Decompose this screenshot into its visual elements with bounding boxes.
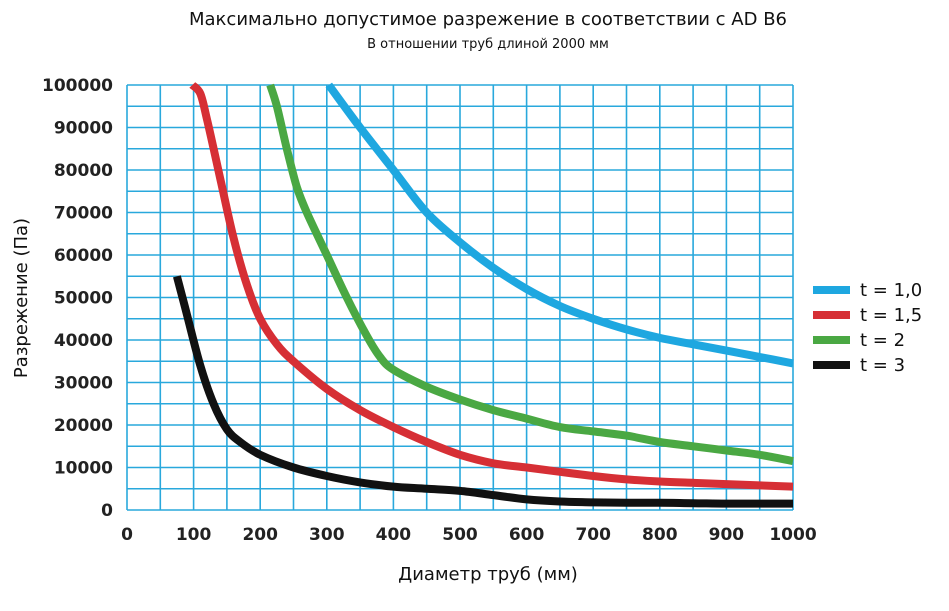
x-tick-label: 0 [121,525,133,545]
x-axis-label: Диаметр труб (мм) [398,564,578,585]
series-line-4 [173,275,793,508]
series-line-2 [189,81,794,491]
y-tick-label: 20000 [54,416,113,436]
y-tick-label: 30000 [54,374,113,394]
legend-label: t = 1,5 [860,305,922,326]
series-line-3 [266,83,794,466]
x-tick-label: 500 [442,525,478,545]
grid [126,84,794,511]
y-tick-label: 0 [101,501,113,521]
y-tick-label: 80000 [54,161,113,181]
x-tick-label: 400 [376,525,412,545]
x-tick-label: 800 [642,525,678,545]
series-lines [173,81,794,508]
legend-label: t = 3 [860,355,905,376]
legend: t = 1,0 t = 1,5 t = 2 t = 3 [813,280,922,376]
y-tick-label: 100000 [42,76,113,96]
x-tick-label: 1000 [769,525,816,545]
y-tick-label: 70000 [54,204,113,224]
x-tick-label: 200 [242,525,278,545]
legend-label: t = 1,0 [860,280,922,301]
series-line-1 [325,82,794,368]
y-tick-label: 40000 [54,331,113,351]
x-tick-label: 900 [709,525,745,545]
x-tick-label: 600 [509,525,545,545]
x-tick-label: 300 [309,525,345,545]
y-tick-label: 10000 [54,459,113,479]
y-tick-label: 50000 [54,289,113,309]
y-tick-label: 60000 [54,246,113,266]
tick-labels: 0 100 200 300 400 500 600 700 800 900 100001000020… [42,76,817,545]
x-tick-label: 700 [575,525,611,545]
chart-title: Максимально допустимое разрежение в соот… [189,9,787,30]
legend-label: t = 2 [860,330,905,351]
chart-subtitle: В отношении труб длиной 2000 мм [367,37,609,52]
y-tick-label: 90000 [54,119,113,139]
y-axis-label: Разрежение (Па) [11,218,32,378]
x-tick-label: 100 [176,525,212,545]
